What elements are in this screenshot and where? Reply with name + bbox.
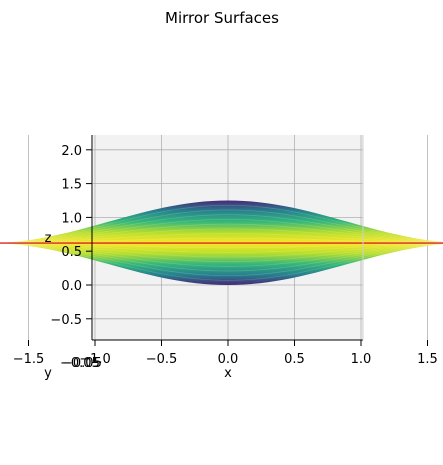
x-tick-label-4: 0.5 bbox=[284, 352, 305, 367]
surface-band-1-4 bbox=[0, 242, 443, 263]
surface-band-0-8 bbox=[0, 204, 443, 244]
surface-band-0-6 bbox=[0, 214, 443, 244]
z-tick-label-0: −0.5 bbox=[50, 313, 82, 328]
z-tick-label-5: 2.0 bbox=[61, 144, 82, 159]
surface-band-1-8 bbox=[0, 242, 443, 281]
z-tick-label-2: 0.5 bbox=[61, 245, 82, 260]
y-tick-label-overlap-2: −0.05 bbox=[62, 356, 102, 371]
z-tick-label-1: 0.0 bbox=[61, 279, 82, 294]
x-tick-label-2: −0.5 bbox=[146, 352, 178, 367]
surface-band-1-3 bbox=[0, 242, 443, 258]
surface-lower bbox=[0, 243, 443, 285]
chart-title: Mirror Surfaces bbox=[165, 9, 279, 27]
y-axis-label: y bbox=[44, 366, 52, 381]
surface-upper bbox=[0, 200, 443, 244]
z-tick-label-4: 1.5 bbox=[61, 178, 82, 193]
y-tick-label-overlap: −0.05 bbox=[60, 356, 100, 371]
x-tick-label-3: 0.0 bbox=[218, 352, 239, 367]
x-tick-label-5: 1.0 bbox=[351, 352, 372, 367]
surface-band-1-2 bbox=[0, 242, 443, 253]
surface-band-0-4 bbox=[0, 223, 443, 244]
mirror-surfaces bbox=[0, 200, 443, 285]
z-axis-label: z bbox=[45, 231, 52, 246]
surface-band-0-5 bbox=[0, 219, 443, 244]
surface-band-1-6 bbox=[0, 242, 443, 272]
x-tick-label-6: 1.5 bbox=[417, 352, 438, 367]
surface-band-0-7 bbox=[0, 209, 443, 244]
z-tick-label-3: 1.0 bbox=[61, 211, 82, 226]
x-tick-label-0: −1.5 bbox=[13, 352, 45, 367]
x-axis-ticks: −1.5 −1.0 −0.5 0.0 0.5 1.0 1.5 bbox=[13, 340, 438, 367]
x-tick-label-1: −1.0 bbox=[79, 352, 111, 367]
z-axis-ticks: −0.5 0.0 0.5 1.0 1.5 2.0 bbox=[50, 144, 92, 328]
surface-band-0-3 bbox=[0, 228, 443, 244]
surface-band-1-5 bbox=[0, 242, 443, 267]
surface-band-0-1 bbox=[0, 238, 443, 244]
surface-band-0-2 bbox=[0, 233, 443, 244]
surface-band-1-1 bbox=[0, 242, 443, 249]
x-axis-label: x bbox=[224, 366, 232, 381]
surface-band-1-7 bbox=[0, 242, 443, 277]
